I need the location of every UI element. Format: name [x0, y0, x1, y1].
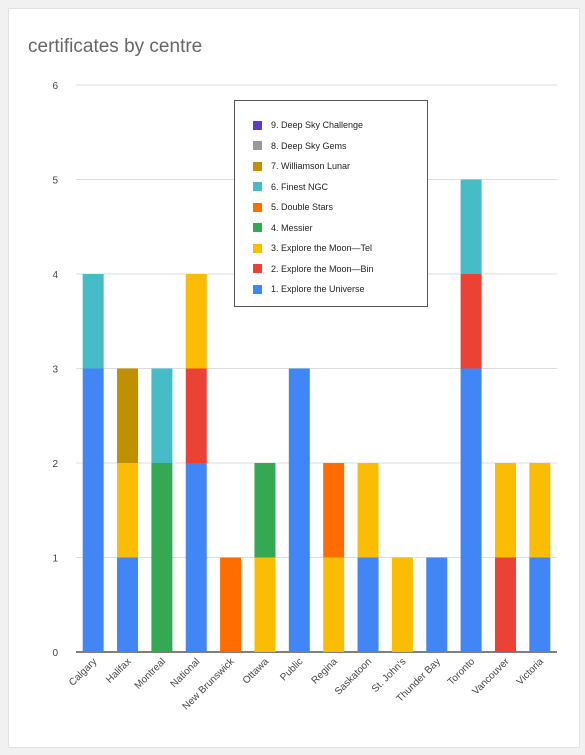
chart-legend: 9. Deep Sky Challenge 8. Deep Sky Gems 7. …: [234, 100, 428, 307]
legend-entry: 2. Explore the Moon—Bin: [235, 259, 427, 280]
legend-label: 6. Finest NGC: [271, 181, 329, 192]
legend-swatch: [253, 223, 262, 233]
bar-segment: [494, 463, 516, 558]
legend-label: 3. Explore the Moon—Tel: [271, 243, 373, 254]
bar-segment: [254, 557, 276, 652]
bar-segment: [117, 368, 139, 463]
legend-entry: 7. Williamson Lunar: [235, 156, 427, 177]
legend-entry: 5. Double Stars: [235, 197, 427, 218]
legend-label: 7. Williamson Lunar: [271, 161, 351, 172]
legend-entry: 9. Deep Sky Challenge: [235, 115, 427, 136]
y-tick-label: 5: [52, 176, 58, 187]
legend-swatch: [253, 120, 262, 130]
legend-entry: 6. Finest NGC: [235, 177, 427, 198]
chart-title: certificates by centre: [28, 36, 203, 57]
legend-swatch: [253, 284, 262, 294]
bar-segment: [460, 368, 482, 652]
y-tick-label: 2: [52, 459, 58, 470]
bar-segment: [220, 557, 242, 652]
x-tick-label: Saskatoon: [333, 656, 374, 697]
bar-segment: [529, 463, 551, 558]
bar-segment: [185, 274, 207, 369]
bar-segment: [117, 557, 139, 652]
bar-segment: [82, 368, 104, 652]
x-tick-label: Toronto: [446, 656, 478, 688]
bar-segment: [82, 274, 104, 369]
x-tick-label: Victoria: [515, 656, 547, 688]
legend-swatch: [253, 264, 262, 274]
y-tick-label: 6: [52, 81, 58, 92]
bar-segment: [460, 179, 482, 274]
legend-entry: 4. Messier: [235, 218, 427, 239]
legend-label: 1. Explore the Universe: [271, 284, 365, 295]
bar-segment: [185, 463, 207, 652]
legend-swatch: [253, 243, 262, 253]
bar-segment: [494, 557, 516, 652]
bar-segment: [357, 463, 379, 558]
legend-swatch: [253, 161, 262, 171]
bar-segment: [357, 557, 379, 652]
bar-segment: [117, 463, 139, 558]
x-tick-label: Ottawa: [241, 656, 271, 686]
x-tick-label: Halifax: [104, 656, 133, 685]
bar-segment: [185, 368, 207, 463]
x-tick-label: Public: [278, 656, 305, 683]
y-tick-label: 0: [52, 648, 58, 659]
legend-swatch: [253, 141, 262, 151]
legend-entry: 3. Explore the Moon—Tel: [235, 238, 427, 259]
x-tick-label: Montreal: [133, 656, 168, 691]
legend-entry: 8. Deep Sky Gems: [235, 136, 427, 157]
y-tick-label: 4: [52, 270, 58, 281]
x-tick-label: Regina: [310, 656, 340, 686]
legend-label: 5. Double Stars: [271, 202, 334, 213]
x-tick-label: Vancouver: [471, 656, 513, 698]
legend-entry: 1. Explore the Universe: [235, 279, 427, 300]
bar-segment: [529, 557, 551, 652]
x-tick-label: National: [169, 656, 203, 690]
bar-segment: [288, 368, 310, 652]
y-tick-label: 3: [52, 365, 58, 376]
legend-label: 9. Deep Sky Challenge: [271, 120, 364, 131]
bar-segment: [254, 463, 276, 558]
legend-swatch: [253, 202, 262, 212]
bar-segment: [151, 368, 173, 463]
bar-segment: [426, 557, 448, 652]
y-tick-label: 1: [52, 554, 58, 565]
bar-segment: [460, 274, 482, 369]
legend-label: 4. Messier: [271, 222, 313, 233]
bar-segment: [323, 463, 345, 558]
bar-segment: [151, 463, 173, 652]
bar-segment: [323, 557, 345, 652]
x-tick-label: Calgary: [67, 656, 99, 688]
legend-label: 2. Explore the Moon—Bin: [271, 263, 374, 274]
legend-label: 8. Deep Sky Gems: [271, 140, 347, 151]
legend-swatch: [253, 182, 262, 192]
bar-segment: [391, 557, 413, 652]
